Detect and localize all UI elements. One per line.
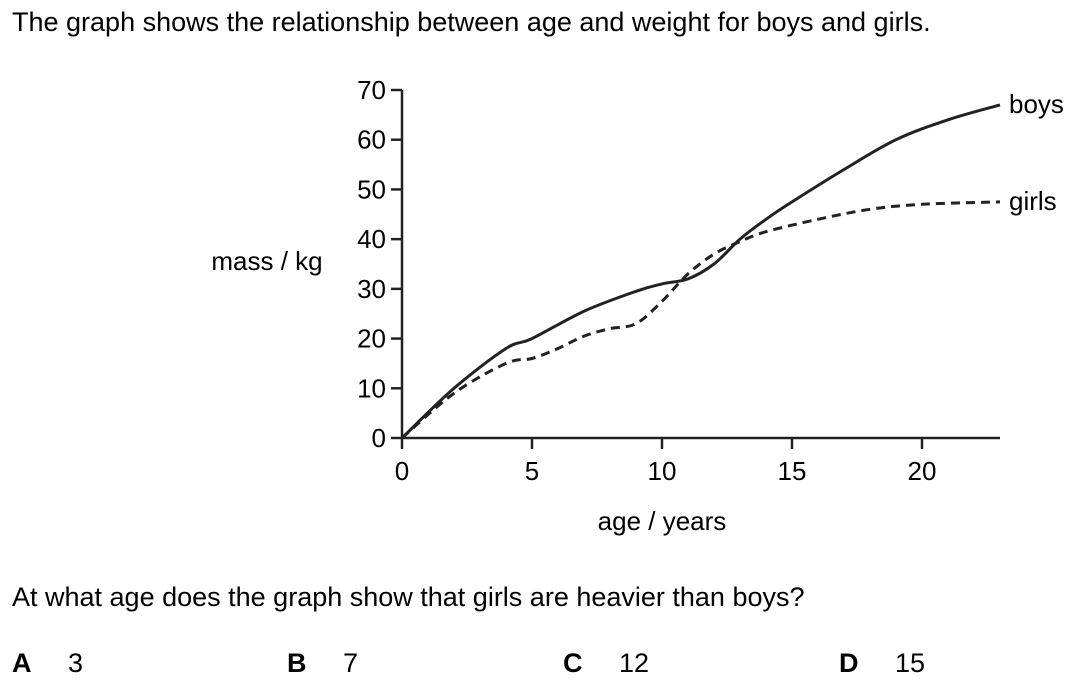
option-b-letter: B — [287, 648, 307, 678]
series-labels: boys girls — [1009, 89, 1064, 216]
y-tick-label: 50 — [357, 174, 386, 204]
y-tick-label: 10 — [357, 373, 386, 403]
x-axis-title: age / years — [598, 506, 727, 536]
y-axis-ticks: 0 10 20 30 40 50 60 70 — [357, 75, 402, 453]
series-lines — [400, 103, 1001, 440]
option-d-letter: D — [839, 648, 859, 678]
y-tick-label: 70 — [357, 75, 386, 105]
option-c-value: 12 — [619, 648, 650, 678]
option-a-letter: A — [12, 648, 32, 678]
y-tick-label: 0 — [372, 423, 386, 453]
option-c-letter: C — [563, 648, 583, 678]
y-tick-label: 40 — [357, 224, 386, 254]
series-line-girls — [401, 200, 1001, 440]
option-d-value: 15 — [895, 648, 926, 678]
y-tick-label: 30 — [357, 274, 386, 304]
option-c[interactable]: C 12 — [563, 645, 649, 681]
option-a-value: 3 — [68, 648, 84, 678]
x-tick-label: 15 — [778, 456, 807, 486]
y-tick-label: 20 — [357, 324, 386, 354]
series-line-boys — [400, 103, 1001, 440]
y-tick-label: 60 — [357, 125, 386, 155]
series-label-boys: boys — [1009, 89, 1064, 119]
x-tick-label: 5 — [525, 456, 539, 486]
series-label-girls: girls — [1009, 186, 1057, 216]
age-mass-line-chart: 0 10 20 30 40 50 60 70 0 5 10 15 20 mass / kg age /… — [211, 75, 1064, 536]
x-tick-label: 20 — [908, 456, 937, 486]
option-d[interactable]: D 15 — [839, 645, 925, 681]
option-b-value: 7 — [343, 648, 359, 678]
x-axis-ticks: 0 5 10 15 20 — [395, 438, 937, 486]
intro-text: The graph shows the relationship between… — [12, 7, 931, 37]
y-axis-title: mass / kg — [211, 246, 322, 276]
question-prompt: At what age does the graph show that gir… — [12, 582, 805, 612]
x-tick-label: 0 — [395, 456, 409, 486]
x-tick-label: 10 — [648, 456, 677, 486]
